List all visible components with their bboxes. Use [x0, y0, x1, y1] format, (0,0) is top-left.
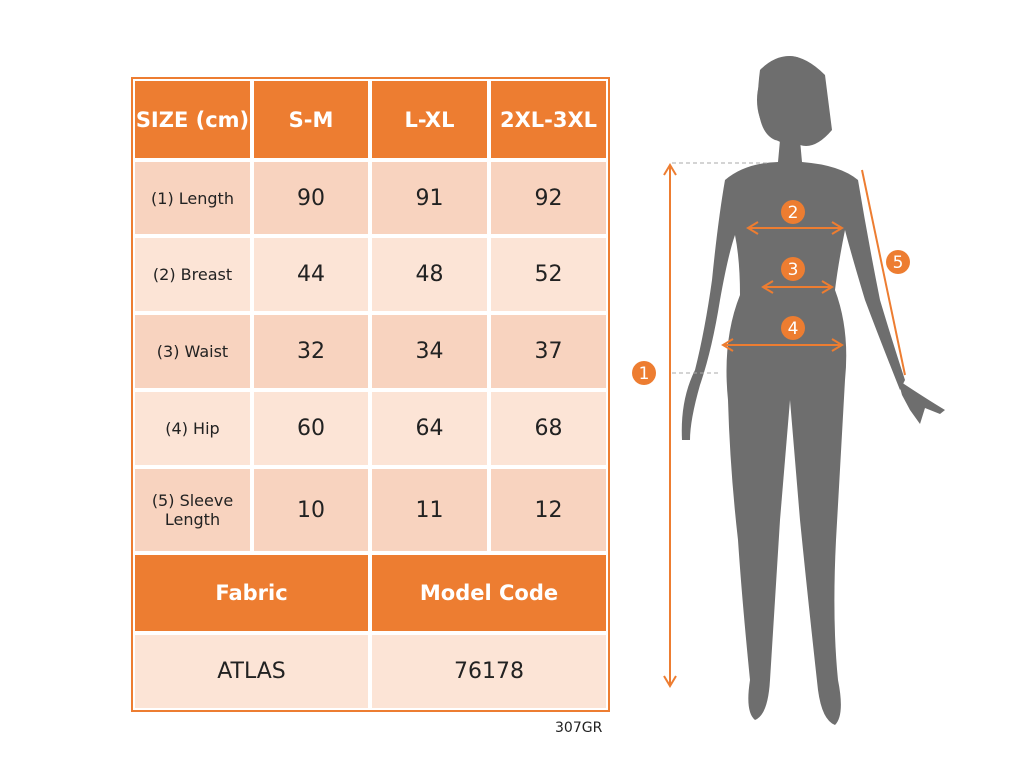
marker-number: 5 [893, 253, 904, 273]
marker-number: 4 [788, 319, 799, 339]
size-value: 12 [489, 467, 608, 553]
marker-number: 3 [788, 260, 799, 280]
size-value: 44 [252, 236, 370, 313]
size-header: L-XL [370, 79, 489, 160]
size-header: S-M [252, 79, 370, 160]
marker-circle [781, 257, 805, 281]
size-value: 91 [370, 160, 489, 236]
size-value: 92 [489, 160, 608, 236]
marker-circle [632, 361, 656, 385]
measure-label: (3) Waist [133, 313, 252, 390]
size-value: 90 [252, 160, 370, 236]
size-value: 32 [252, 313, 370, 390]
size-value: 11 [370, 467, 489, 553]
size-value: 10 [252, 467, 370, 553]
size-value: 60 [252, 390, 370, 467]
size-value: 64 [370, 390, 489, 467]
measure-label: (4) Hip [133, 390, 252, 467]
size-value: 37 [489, 313, 608, 390]
marker-number: 2 [788, 203, 799, 223]
guide-lines [672, 162, 770, 374]
marker-circle [781, 316, 805, 340]
measure-label: (5) Sleeve Length [133, 467, 252, 553]
size-value: 48 [370, 236, 489, 313]
measure-label: (2) Breast [133, 236, 252, 313]
size-value: 68 [489, 390, 608, 467]
marker-circle [886, 250, 910, 274]
product-code: 307GR [555, 720, 603, 736]
marker-circle [781, 200, 805, 224]
footer-value: ATLAS [133, 633, 370, 710]
silhouette [681, 56, 945, 725]
footer-header: Model Code [370, 553, 608, 633]
markers: 1 2 3 4 5 [632, 200, 910, 385]
measure-lines [663, 163, 906, 688]
size-label-header: SIZE (cm) [133, 79, 252, 160]
size-value: 52 [489, 236, 608, 313]
measure-label: (1) Length [133, 160, 252, 236]
size-header: 2XL-3XL [489, 79, 608, 160]
size-value: 34 [370, 313, 489, 390]
footer-header: Fabric [133, 553, 370, 633]
footer-value: 76178 [370, 633, 608, 710]
marker-number: 1 [639, 364, 650, 384]
